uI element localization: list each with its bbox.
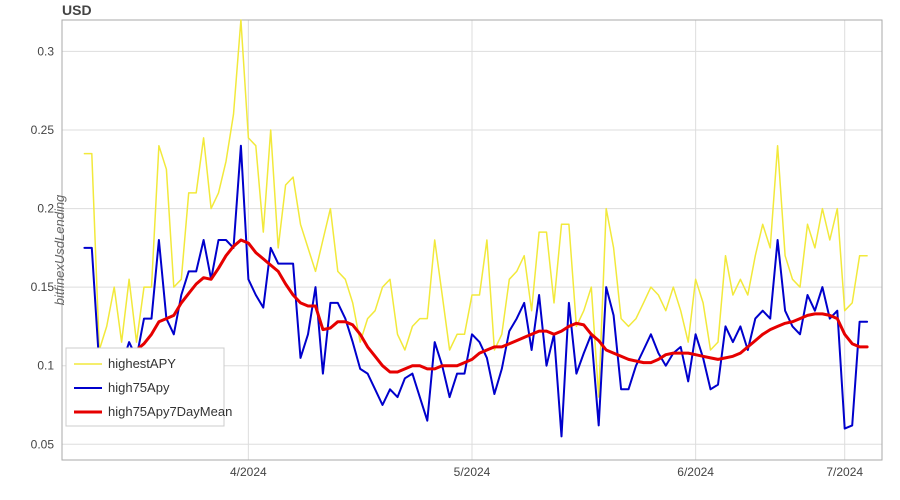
legend-label: high75Apy7DayMean: [108, 404, 232, 419]
y-tick-label: 0.05: [31, 437, 55, 451]
legend-label: high75Apy: [108, 380, 170, 395]
legend-label: highestAPY: [108, 356, 176, 371]
y-tick-label: 0.25: [31, 123, 55, 137]
chart-title: USD: [62, 2, 92, 18]
y-tick-label: 0.1: [37, 359, 54, 373]
y-tick-label: 0.15: [31, 280, 55, 294]
x-tick-label: 4/2024: [230, 465, 267, 479]
y-axis-label: bitfinexUsdLending: [52, 195, 67, 306]
x-tick-label: 5/2024: [454, 465, 491, 479]
chart-svg: 0.050.10.150.20.250.34/20245/20246/20247…: [0, 0, 900, 500]
x-tick-label: 7/2024: [826, 465, 863, 479]
x-tick-label: 6/2024: [677, 465, 714, 479]
chart-container: USD bitfinexUsdLending 0.050.10.150.20.2…: [0, 0, 900, 500]
y-tick-label: 0.3: [37, 44, 54, 58]
